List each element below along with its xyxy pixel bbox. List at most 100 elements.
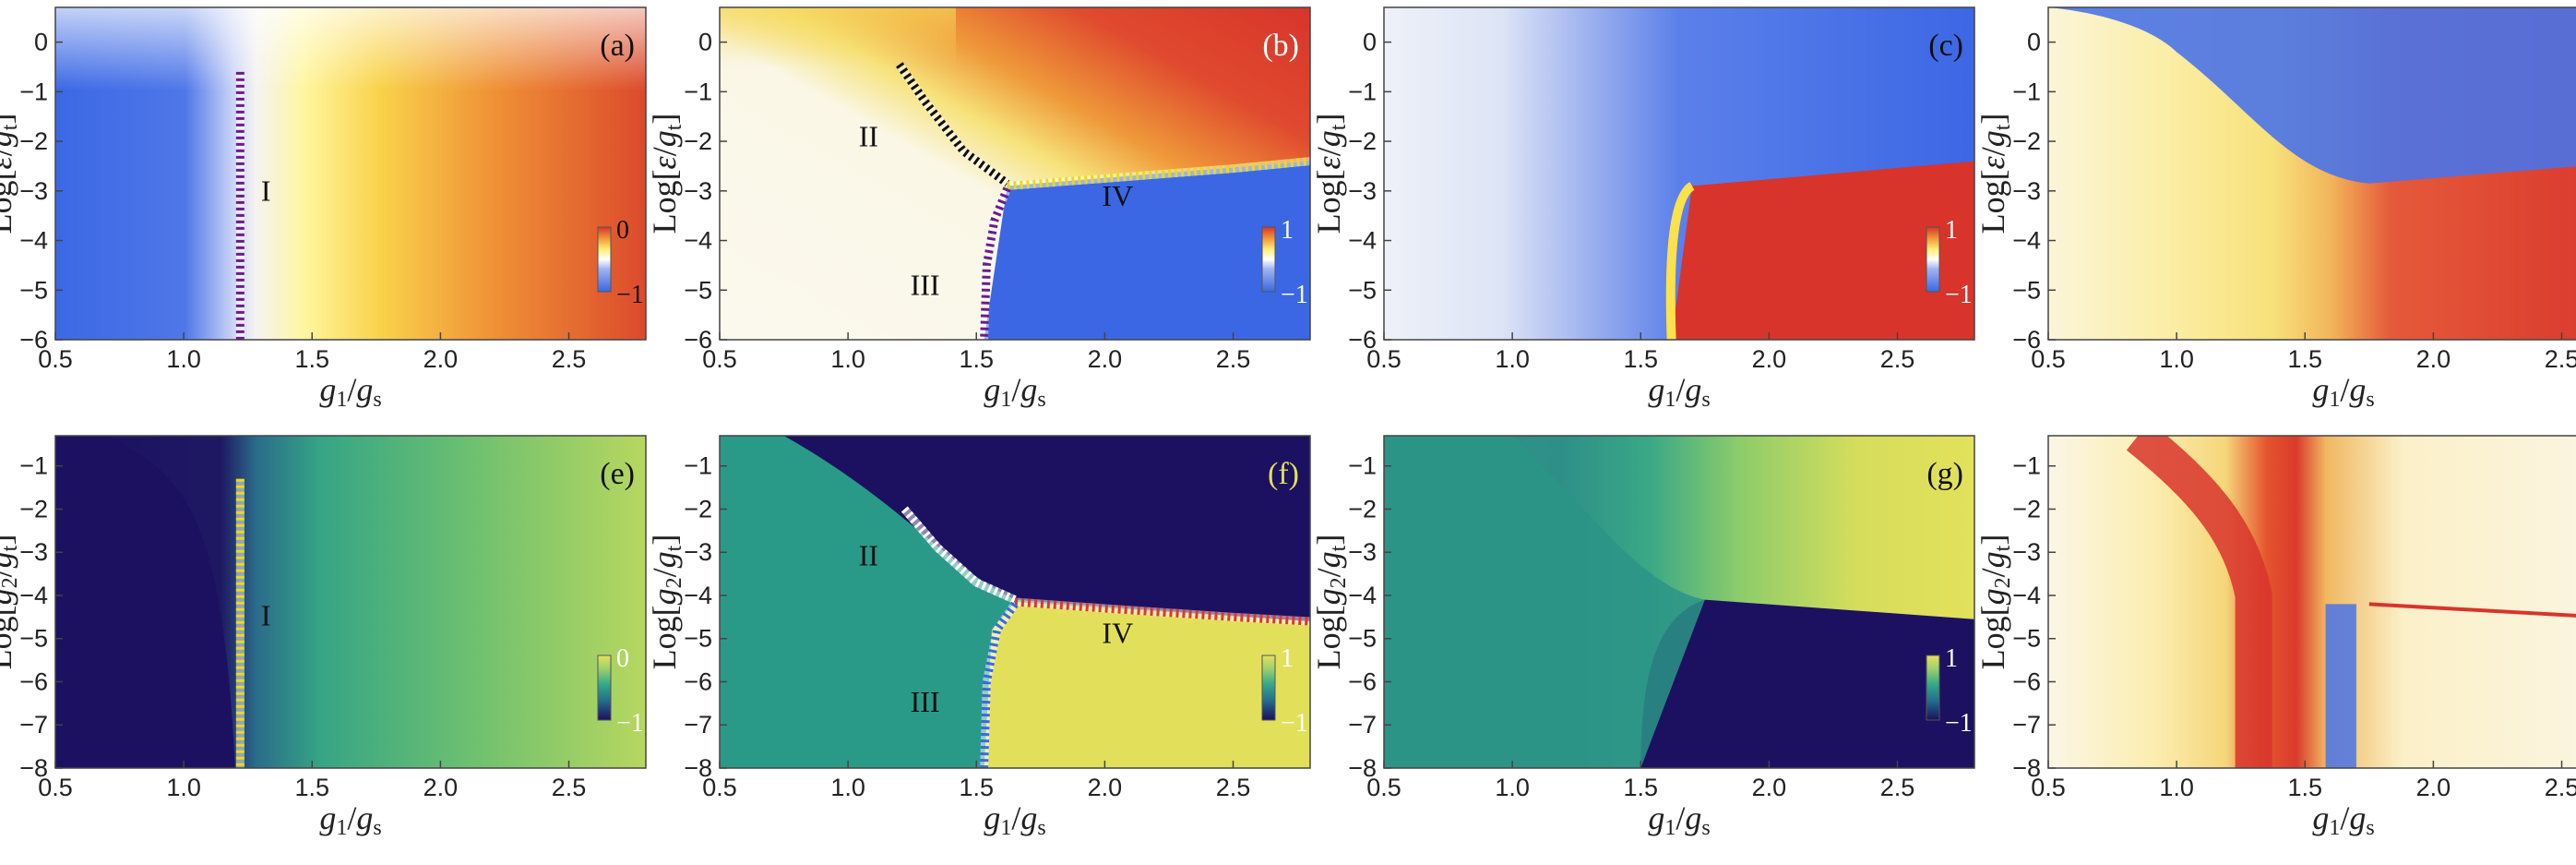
boundary-underlay xyxy=(1014,597,1310,626)
colorbar-bottom-label: −1 xyxy=(616,709,644,738)
y-tick-label: −4 xyxy=(2012,582,2041,609)
colorbar-bottom-label: −1 xyxy=(1945,281,1973,309)
panel-label: (a) xyxy=(600,29,635,63)
region-dark xyxy=(1640,599,1974,768)
y-tick-label: −6 xyxy=(1348,326,1377,354)
panel-c: 0.5 1.0 1.5 2.0 2.5 0 −1 −2 −3 −4 −5 −6 g1/gs Log[ε/g… xyxy=(1310,6,1975,412)
y-tick-label: −2 xyxy=(2012,127,2041,155)
region-edge xyxy=(1665,182,1695,340)
panel-label: (c) xyxy=(1928,29,1963,63)
y-tick-label: −7 xyxy=(19,711,48,739)
y-axis-label: Log[ε/gt] xyxy=(0,114,22,234)
y-tick-label: −6 xyxy=(19,326,48,354)
y-tick-label: −1 xyxy=(1348,78,1377,105)
red-ridge xyxy=(2126,436,2272,768)
y-tick-label: −3 xyxy=(1348,177,1377,205)
x-tick-label: 1.0 xyxy=(1495,345,1530,373)
x-tick-label: 1.5 xyxy=(959,345,994,373)
y-tick-label: −5 xyxy=(2012,276,2041,304)
x-tick-label: 2.5 xyxy=(1880,345,1915,373)
x-tick-label: 2.5 xyxy=(552,345,587,373)
x-tick-label: 2.0 xyxy=(1752,345,1787,373)
x-tick-label: 2.0 xyxy=(2416,345,2451,373)
x-tick-label: 2.0 xyxy=(423,774,459,801)
boundary-b-2 xyxy=(980,186,1011,340)
x-axis-label: g1/gs xyxy=(984,371,1045,412)
heatmap-top-fade xyxy=(55,7,646,340)
x-tick-label: 0.5 xyxy=(2031,345,2066,373)
x-tick-label: 0.5 xyxy=(2031,774,2066,801)
x-tick-label: 2.5 xyxy=(2545,774,2576,801)
y-tick-label: −6 xyxy=(684,326,712,354)
y-tick-label: −8 xyxy=(19,754,48,782)
heatmap-h xyxy=(2048,436,2576,768)
y-tick-label: −4 xyxy=(2012,227,2041,255)
x-tick-label: 2.5 xyxy=(1880,774,1915,801)
region-dark xyxy=(55,436,235,768)
colorbar xyxy=(1926,226,1940,293)
boundary-underlay xyxy=(896,62,1010,187)
x-tick-label: 0.5 xyxy=(38,345,73,373)
x-tick-label: 0.5 xyxy=(38,774,73,801)
y-axis-label: Log[ε/gt] xyxy=(646,114,686,234)
y-tick-label: −3 xyxy=(19,177,48,205)
colorbar xyxy=(597,226,612,293)
x-tick-label: 0.5 xyxy=(1366,774,1401,801)
region-teal xyxy=(1384,436,1705,768)
plot-frame xyxy=(1383,6,1975,341)
y-tick-label: 0 xyxy=(698,29,712,56)
heatmap-c xyxy=(1384,7,1974,340)
panel-b: 0.5 1.0 1.5 2.0 2.5 0 −1 −2 −3 −4 −5 −6 g1/gs Log[ε/g… xyxy=(646,6,1311,412)
y-tick-label: −1 xyxy=(19,78,48,105)
x-tick-label: 1.5 xyxy=(2287,345,2322,373)
x-tick-label: 1.5 xyxy=(959,774,994,801)
y-tick-label: −6 xyxy=(19,667,48,695)
x-tick-label: 1.0 xyxy=(830,345,865,373)
y-tick-label: −4 xyxy=(684,582,712,609)
colorbar-bottom-label: −1 xyxy=(1945,709,1973,738)
x-tick-label: 1.5 xyxy=(1623,774,1658,801)
y-axis-label: Log[g2/gt] xyxy=(646,535,686,670)
plot-frame xyxy=(719,435,1311,769)
y-tick-label: −6 xyxy=(2012,326,2041,354)
y-tick-label: −4 xyxy=(19,227,48,255)
plot-frame xyxy=(719,6,1311,341)
heatmap-d xyxy=(2048,7,2576,340)
y-tick-label: −2 xyxy=(1348,127,1377,155)
x-tick-label: 0.5 xyxy=(702,774,737,801)
y-tick-label: −2 xyxy=(19,495,48,523)
x-axis-label: g1/gs xyxy=(2312,799,2374,840)
region-iv-yellow xyxy=(984,602,1310,768)
x-axis-label: g1/gs xyxy=(2312,371,2374,412)
plot-frame xyxy=(1383,435,1975,769)
plot-frame xyxy=(2047,435,2576,769)
panel-label: (b) xyxy=(1262,29,1299,63)
y-tick-label: −6 xyxy=(684,667,712,695)
x-axis-label: g1/gs xyxy=(319,371,381,412)
region-label: I xyxy=(261,599,271,632)
y-tick-label: −3 xyxy=(2012,538,2041,566)
colorbar xyxy=(1926,655,1940,721)
panel-e: 0.5 1.0 1.5 2.0 2.5−1−2−3−4−5−6−7−8g1/gsLog[… xyxy=(0,435,647,840)
panel-label: (g) xyxy=(1926,457,1963,491)
colorbar-top-label: 1 xyxy=(1281,644,1294,673)
colorbar xyxy=(1261,226,1276,293)
x-axis-label: g1/gs xyxy=(984,799,1045,840)
colorbar xyxy=(597,655,612,721)
panel-h: 0.5 1.0 1.5 2.0 2.5 −1 −2 −3 −4 −5 −6 −7 −8 g1/gs Log[… xyxy=(1974,435,2576,840)
panel-f: 0.5 1.0 1.5 2.0 2.5 −1 −2 −3 −4 −5 −6 −7 −8 g1/gs Log[… xyxy=(646,435,1311,840)
y-tick-label: −1 xyxy=(19,452,48,480)
x-tick-label: 1.5 xyxy=(1623,345,1658,373)
y-tick-label: −5 xyxy=(19,625,48,653)
x-tick-label: 2.5 xyxy=(2545,345,2576,373)
colorbar-top-label: 1 xyxy=(1945,216,1958,245)
y-tick-label: −5 xyxy=(684,625,712,653)
x-tick-label: 2.5 xyxy=(552,774,587,801)
region-label: I xyxy=(261,174,271,208)
y-axis-label: Log[ε/gt] xyxy=(1974,114,2015,234)
y-tick-label: −3 xyxy=(19,538,48,566)
heatmap-e xyxy=(55,436,646,768)
y-tick-label: −1 xyxy=(684,452,712,480)
y-tick-label: −5 xyxy=(1348,276,1377,304)
